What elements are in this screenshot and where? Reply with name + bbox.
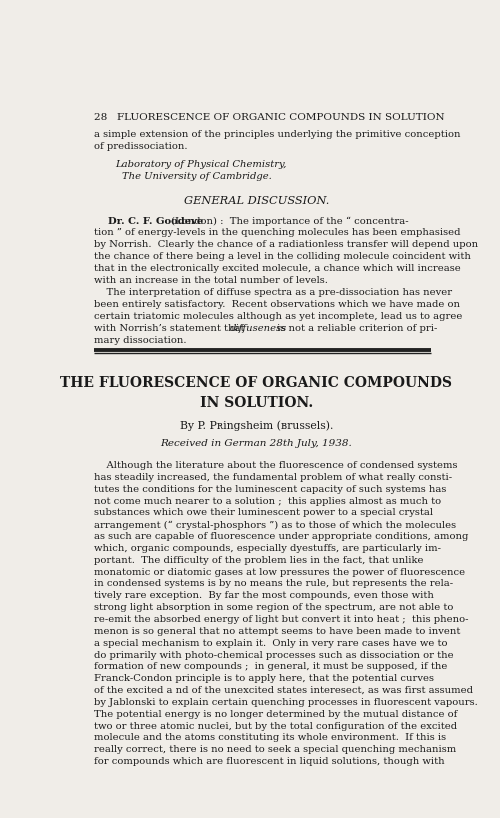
Text: Laboratory of Physical Chemistry,: Laboratory of Physical Chemistry, [115, 160, 286, 169]
Text: Franck-Condon principle is to apply here, that the potential curves: Franck-Condon principle is to apply here… [94, 674, 433, 683]
Text: The potential energy is no longer determined by the mutual distance of: The potential energy is no longer determ… [94, 710, 457, 719]
Text: (London) :  The importance of the “ concentra-: (London) : The importance of the “ conce… [168, 217, 408, 226]
Text: certain triatomic molecules although as yet incomplete, lead us to agree: certain triatomic molecules although as … [94, 312, 462, 321]
Text: mary dissociation.: mary dissociation. [94, 335, 186, 344]
Text: Dr. C. F. Goodeve: Dr. C. F. Goodeve [94, 217, 203, 226]
Text: 28   FLUORESCENCE OF ORGANIC COMPOUNDS IN SOLUTION: 28 FLUORESCENCE OF ORGANIC COMPOUNDS IN … [94, 113, 444, 122]
Text: formation of new compounds ;  in general, it must be supposed, if the: formation of new compounds ; in general,… [94, 663, 447, 672]
Text: has steadily increased, the fundamental problem of what really consti-: has steadily increased, the fundamental … [94, 473, 452, 482]
Text: molecule and the atoms constituting its whole environment.  If this is: molecule and the atoms constituting its … [94, 734, 446, 743]
Text: by Norrish.  Clearly the chance of a radiationless transfer will depend upon: by Norrish. Clearly the chance of a radi… [94, 240, 478, 249]
Text: by Jablonski to explain certain quenching processes in fluorescent vapours.: by Jablonski to explain certain quenchin… [94, 698, 477, 707]
Text: diffuseness: diffuseness [230, 324, 287, 333]
Text: monatomic or diatomic gases at low pressures the power of fluorescence: monatomic or diatomic gases at low press… [94, 568, 464, 577]
Text: IN SOLUTION.: IN SOLUTION. [200, 396, 313, 410]
Text: two or three atomic nuclei, but by the total configuration of the excited: two or three atomic nuclei, but by the t… [94, 721, 456, 730]
Text: as such are capable of fluorescence under appropriate conditions, among: as such are capable of fluorescence unde… [94, 533, 468, 542]
Text: with an increase in the total number of levels.: with an increase in the total number of … [94, 276, 328, 285]
Text: THE FLUORESCENCE OF ORGANIC COMPOUNDS: THE FLUORESCENCE OF ORGANIC COMPOUNDS [60, 376, 452, 390]
Text: do primarily with photo-chemical processes such as dissociation or the: do primarily with photo-chemical process… [94, 650, 453, 659]
Text: strong light absorption in some region of the spectrum, are not able to: strong light absorption in some region o… [94, 603, 453, 612]
Text: The interpretation of diffuse spectra as a pre-dissociation has never: The interpretation of diffuse spectra as… [94, 289, 452, 298]
Text: for compounds which are fluorescent in liquid solutions, though with: for compounds which are fluorescent in l… [94, 757, 444, 766]
Text: tutes the conditions for the luminescent capacity of such systems has: tutes the conditions for the luminescent… [94, 485, 446, 494]
Text: menon is so general that no attempt seems to have been made to invent: menon is so general that no attempt seem… [94, 627, 460, 636]
Text: really correct, there is no need to seek a special quenching mechanism: really correct, there is no need to seek… [94, 745, 456, 754]
Text: the chance of there being a level in the colliding molecule coincident with: the chance of there being a level in the… [94, 252, 470, 261]
Text: of the excited a nd of the unexcited states interesect, as was first assumed: of the excited a nd of the unexcited sta… [94, 686, 472, 695]
Text: not come much nearer to a solution ;  this applies almost as much to: not come much nearer to a solution ; thi… [94, 497, 440, 506]
Text: that in the electronically excited molecule, a chance which will increase: that in the electronically excited molec… [94, 264, 460, 273]
Text: a simple extension of the principles underlying the primitive conception: a simple extension of the principles und… [94, 130, 460, 139]
Text: been entirely satisfactory.  Recent observations which we have made on: been entirely satisfactory. Recent obser… [94, 300, 460, 309]
Text: tively rare exception.  By far the most compounds, even those with: tively rare exception. By far the most c… [94, 591, 433, 600]
Text: By P. Pʀingsheim (ʙrussels).: By P. Pʀingsheim (ʙrussels). [180, 420, 333, 431]
Text: Received in German 28th July, 1938.: Received in German 28th July, 1938. [160, 439, 352, 448]
Text: GENERAL DISCUSSION.: GENERAL DISCUSSION. [184, 196, 329, 206]
Text: with Norrish’s statement that: with Norrish’s statement that [94, 324, 247, 333]
Text: portant.  The difficulty of the problem lies in the fact, that unlike: portant. The difficulty of the problem l… [94, 555, 423, 564]
Text: re-emit the absorbed energy of light but convert it into heat ;  this pheno-: re-emit the absorbed energy of light but… [94, 615, 468, 624]
Text: a special mechanism to explain it.  Only in very rare cases have we to: a special mechanism to explain it. Only … [94, 639, 447, 648]
Text: Although the literature about the fluorescence of condensed systems: Although the literature about the fluore… [94, 461, 457, 470]
Text: tion ” of energy-levels in the quenching molecules has been emphasised: tion ” of energy-levels in the quenching… [94, 228, 460, 237]
Text: substances which owe their luminescent power to a special crystal: substances which owe their luminescent p… [94, 509, 432, 518]
Text: is not a reliable criterion of pri-: is not a reliable criterion of pri- [274, 324, 438, 333]
Text: arrangement (“ crystal-phosphors ”) as to those of which the molecules: arrangement (“ crystal-phosphors ”) as t… [94, 520, 456, 529]
Text: of predissociation.: of predissociation. [94, 142, 187, 151]
Text: in condensed systems is by no means the rule, but represents the rela-: in condensed systems is by no means the … [94, 579, 452, 588]
Text: The University of Cambridge.: The University of Cambridge. [122, 173, 272, 182]
Text: which, organic compounds, especially dyestuffs, are particularly im-: which, organic compounds, especially dye… [94, 544, 440, 553]
